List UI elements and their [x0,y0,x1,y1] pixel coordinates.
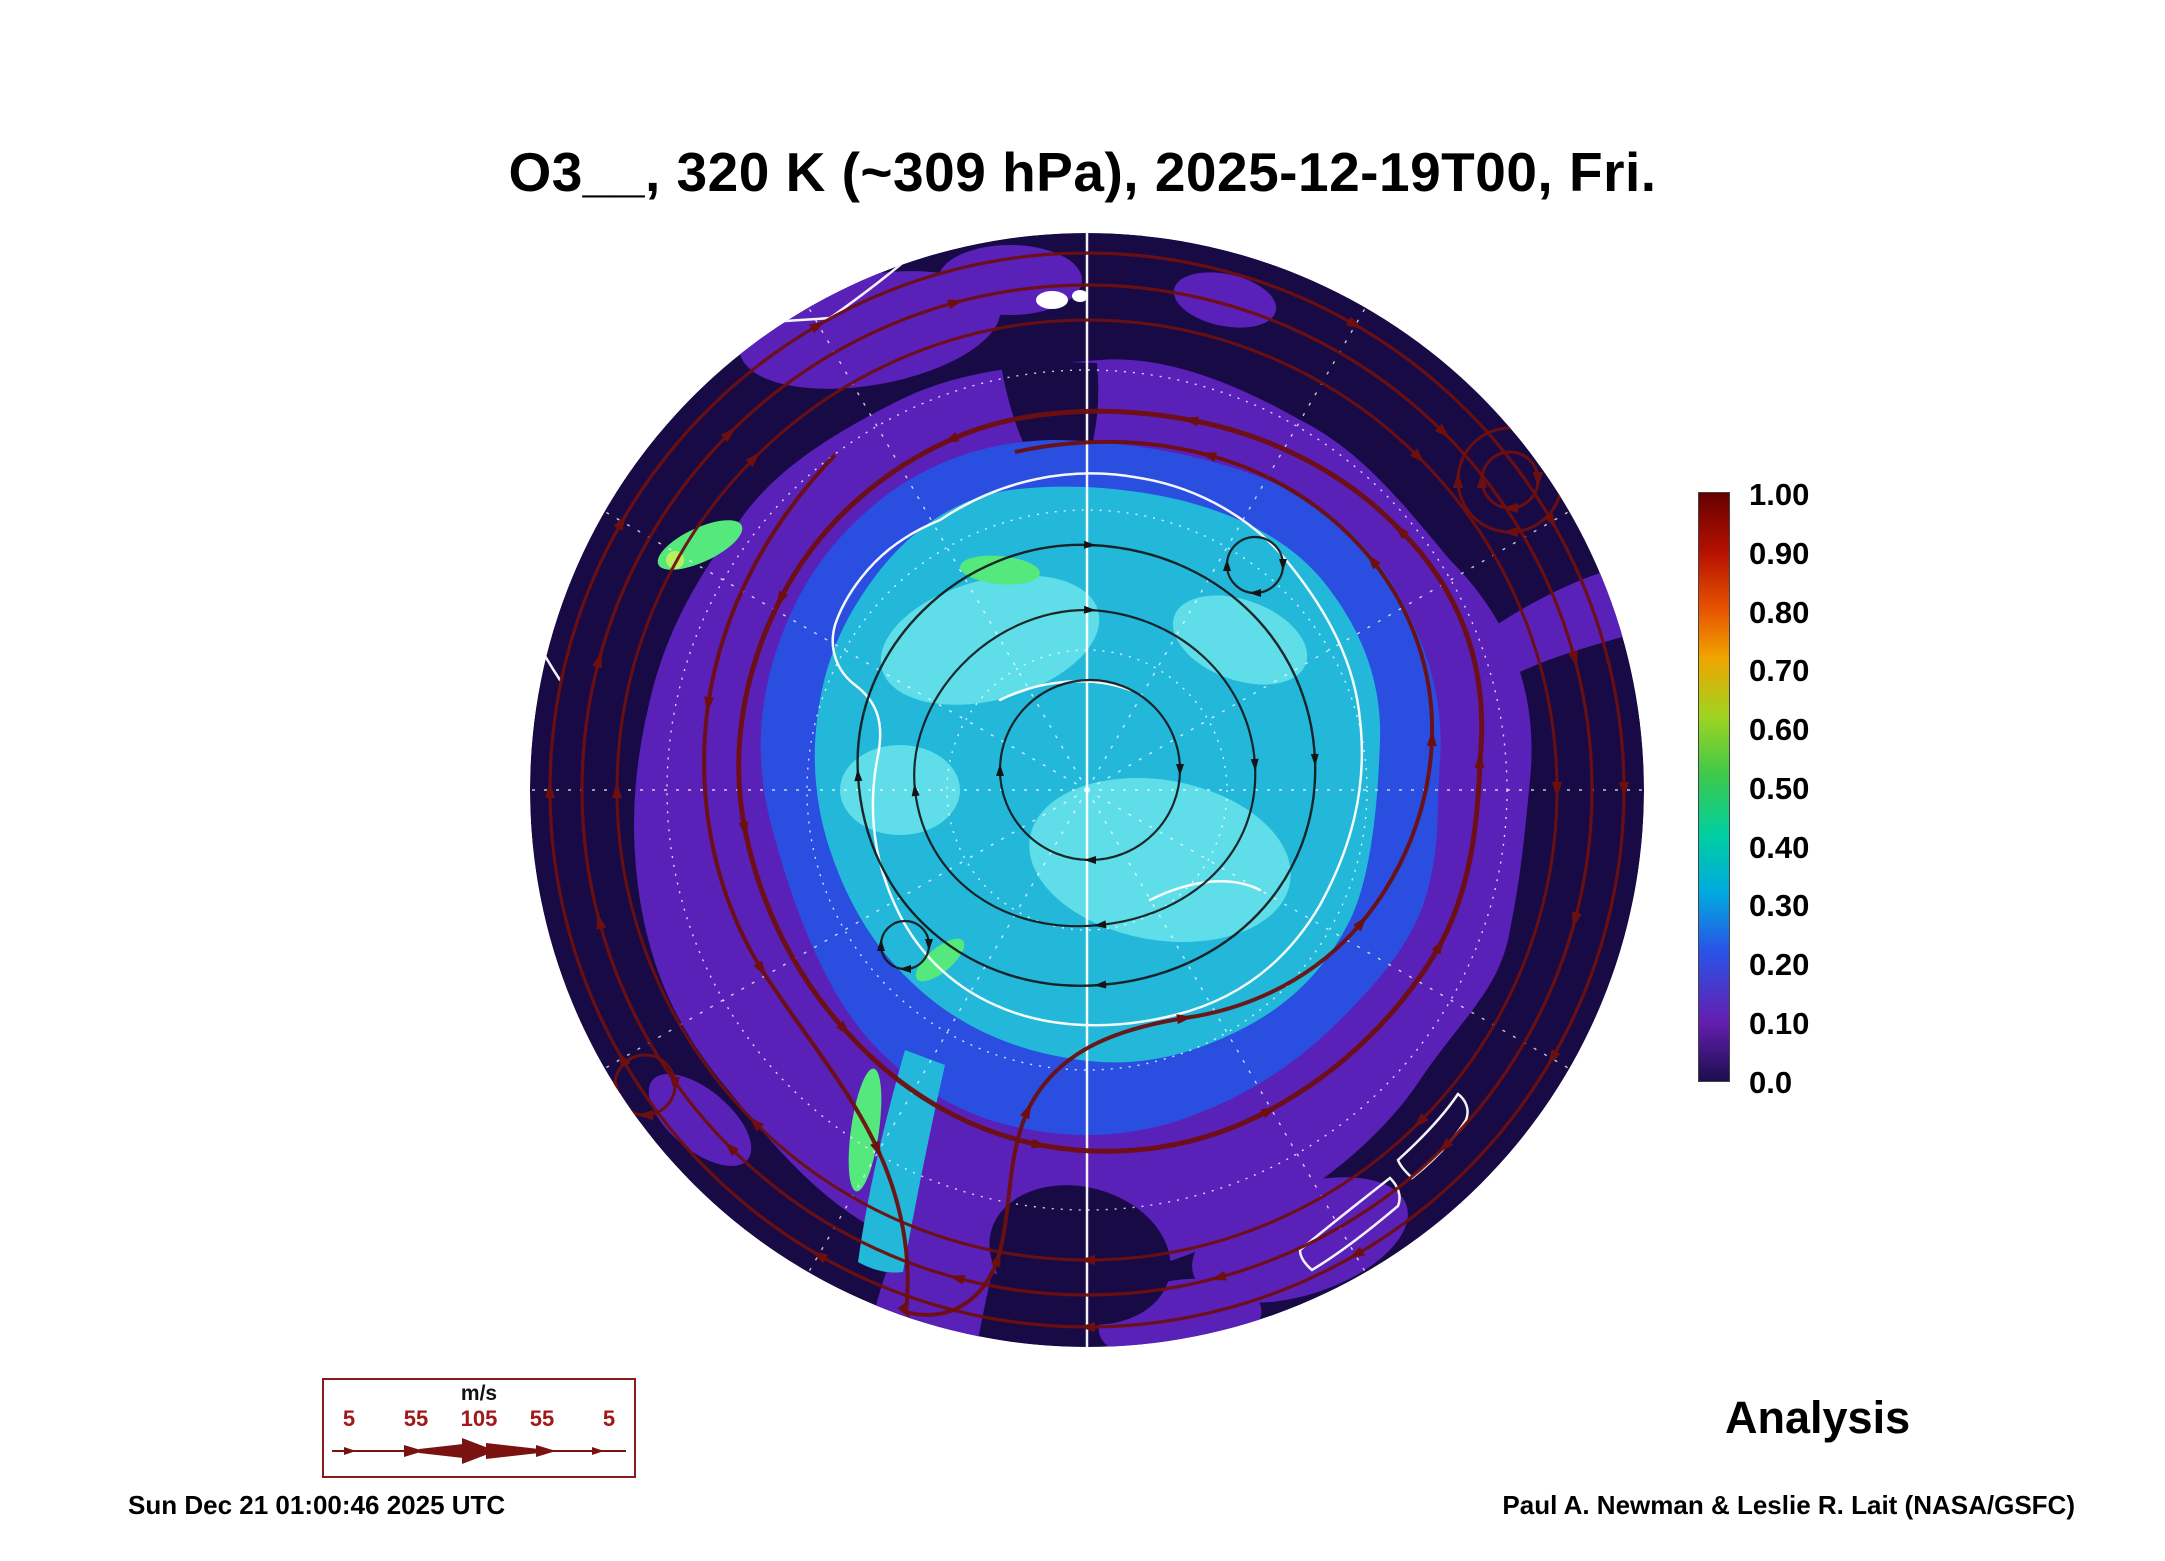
colorbar-tick-label: 0.0 [1749,1065,1793,1100]
inner-streamlines [858,535,1316,986]
colorbar-tick-label: 0.40 [1749,830,1810,865]
wind-value-label: 55 [403,1406,429,1431]
wind-arrow-scale-icon [332,1438,626,1464]
colorbar-tick-label: 0.50 [1749,771,1810,806]
wind-value-label: 105 [460,1406,498,1431]
colorbar-tick-label: 0.60 [1749,712,1810,747]
colorbar-tick-label: 0.20 [1749,947,1810,982]
wind-value-label: 5 [602,1406,616,1431]
colorbar-tick-label: 0.80 [1749,595,1810,630]
figure-title: O3__, 320 K (~309 hPa), 2025-12-19T00, F… [508,141,1657,203]
wind-value-label: 55 [529,1406,555,1431]
colorbar [1698,492,1730,1082]
colorbar-tick-label: 0.10 [1749,1006,1810,1041]
wind-speed-legend: m/s 5 55 105 55 5 [322,1378,636,1478]
colorbar-tick-label: 0.70 [1749,653,1810,688]
colorbar-tick-label: 0.30 [1749,888,1810,923]
wind-value-label: 5 [342,1406,356,1431]
colorbar-tick-label: 0.90 [1749,536,1810,571]
generated-timestamp: Sun Dec 21 01:00:46 2025 UTC [128,1490,506,1520]
wind-streamlines [545,251,1629,1332]
wind-units-label: m/s [460,1382,498,1405]
colorbar-tick-label: 1.00 [1749,477,1810,512]
credit-text: Paul A. Newman & Leslie R. Lait (NASA/GS… [1502,1490,2075,1520]
analysis-label: Analysis [1725,1392,1911,1443]
